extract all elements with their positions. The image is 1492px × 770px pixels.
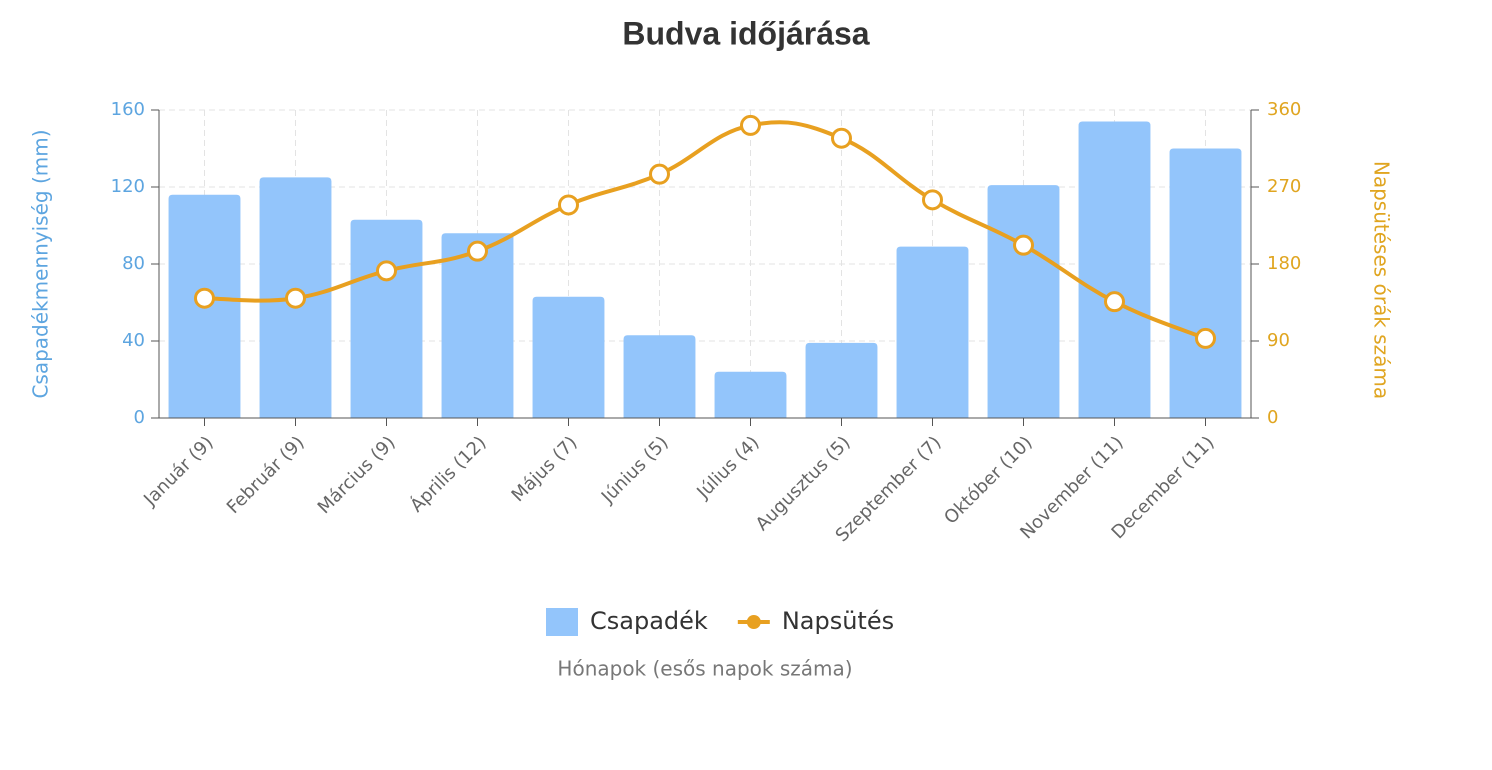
x-tick-label: Március (9) — [314, 432, 400, 518]
bar — [350, 219, 423, 418]
y-tick-label: 80 — [122, 253, 145, 274]
bar — [623, 335, 696, 418]
x-tick-label: Október (10) — [940, 432, 1036, 528]
legend-swatch — [746, 615, 761, 629]
legend-label: Csapadék — [590, 607, 708, 635]
bar — [532, 296, 605, 418]
line-point — [376, 260, 397, 282]
y2-tick-label: 270 — [1267, 176, 1301, 197]
y2-tick-label: 180 — [1267, 253, 1301, 274]
x-tick-label: Június (5) — [597, 432, 673, 508]
x-axis-title: Hónapok (esős napok száma) — [557, 657, 852, 681]
y2-axis-title: Napsütéses órák száma — [1370, 161, 1394, 399]
legend-label: Napsütés — [782, 607, 894, 635]
y-axis-title: Csapadékmennyiség (mm) — [29, 129, 53, 398]
bar — [805, 342, 878, 418]
bar — [441, 233, 514, 418]
bar — [714, 371, 787, 418]
line-point — [1195, 327, 1216, 349]
x-tick-label: Január (9) — [139, 432, 217, 510]
y2-tick-label: 90 — [1267, 330, 1290, 351]
line-point — [831, 127, 852, 149]
bar — [896, 246, 969, 418]
x-tick-label: Február (9) — [223, 432, 309, 518]
x-tick-label: Április (12) — [406, 432, 491, 517]
line-point — [467, 240, 488, 262]
line-point — [740, 114, 761, 136]
x-tick-label: Július (4) — [692, 432, 763, 503]
y-tick-label: 120 — [111, 176, 145, 197]
line-point — [558, 194, 579, 216]
y-tick-label: 0 — [134, 407, 145, 428]
y2-tick-label: 0 — [1267, 407, 1278, 428]
x-tick-label: Május (7) — [508, 432, 582, 506]
line-point — [1104, 291, 1125, 313]
line-point — [285, 287, 306, 309]
chart-title: Budva időjárása — [622, 15, 869, 51]
y-tick-label: 40 — [122, 330, 145, 351]
y2-tick-label: 360 — [1267, 99, 1301, 120]
line-point — [194, 287, 215, 309]
x-tick-label: Augusztus (5) — [752, 432, 855, 535]
bar — [1169, 148, 1242, 418]
bar — [1078, 121, 1151, 419]
line-point — [922, 189, 943, 211]
line-point — [1013, 234, 1034, 256]
y-tick-label: 160 — [111, 99, 145, 120]
legend-swatch — [546, 608, 578, 636]
line-point — [649, 163, 670, 185]
bar — [987, 185, 1060, 418]
